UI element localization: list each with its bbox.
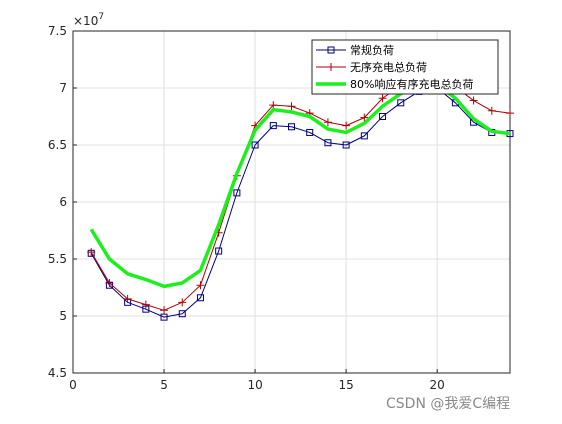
y-tick-label: 5 [59, 309, 67, 323]
legend-label: 常规负荷 [350, 43, 394, 57]
data-point-marker [469, 96, 478, 105]
axes: 0 5 10 15 20 4.5 5 5.5 6 6.5 7 7.5 [48, 24, 445, 392]
x-tick-label: 5 [160, 378, 168, 392]
y-tick-label: 7.5 [48, 24, 67, 38]
data-point-marker [141, 300, 150, 309]
y-axis-exponent-label: ×107 [73, 12, 104, 28]
x-tick-label: 10 [247, 378, 262, 392]
y-tick-label: 7 [59, 81, 67, 95]
data-point-marker [506, 109, 514, 118]
data-point-marker [215, 247, 223, 255]
data-point-marker [269, 101, 278, 110]
data-point-marker [178, 298, 187, 307]
data-point-marker [269, 122, 277, 130]
x-tick-label: 15 [338, 378, 353, 392]
data-point-marker [123, 294, 132, 303]
data-point-marker [288, 123, 295, 131]
legend-marker [327, 63, 335, 71]
legend-marker [327, 46, 335, 54]
data-point-marker [160, 306, 169, 315]
x-tick-label: 20 [430, 378, 445, 392]
legend-label: 80%响应有序充电总负荷 [350, 77, 473, 91]
data-point-marker [379, 113, 387, 120]
legend-item-3: 80%响应有序充电总负荷 [316, 77, 473, 91]
data-point-marker [87, 248, 96, 257]
data-point-marker [105, 278, 114, 287]
y-tick-label: 6 [59, 195, 67, 209]
data-point-marker [196, 294, 204, 302]
data-point-marker [342, 121, 351, 130]
y-tick-label: 5.5 [48, 252, 67, 266]
data-point-marker [378, 94, 387, 103]
data-point-marker [196, 281, 205, 290]
y-tick-label: 4.5 [48, 366, 67, 380]
data-point-marker [342, 141, 350, 149]
data-point-marker [323, 118, 332, 127]
data-point-marker [397, 99, 405, 107]
data-point-marker [233, 189, 241, 197]
data-point-marker [178, 310, 186, 318]
y-tick-label: 6.5 [48, 138, 67, 152]
data-point-marker [251, 141, 259, 149]
data-point-marker [487, 106, 496, 115]
legend-label: 无序充电总负荷 [350, 60, 427, 74]
legend-item-1: 常规负荷 [316, 43, 394, 57]
data-point-marker [324, 139, 332, 147]
data-point-marker [287, 102, 296, 111]
data-point-marker [360, 113, 369, 122]
data-point-marker [360, 132, 368, 140]
watermark: CSDN @我爱C编程 [386, 396, 510, 412]
legend-item-2: 无序充电总负荷 [316, 60, 427, 74]
data-point-marker [306, 128, 314, 136]
x-tick-label: 0 [69, 378, 77, 392]
